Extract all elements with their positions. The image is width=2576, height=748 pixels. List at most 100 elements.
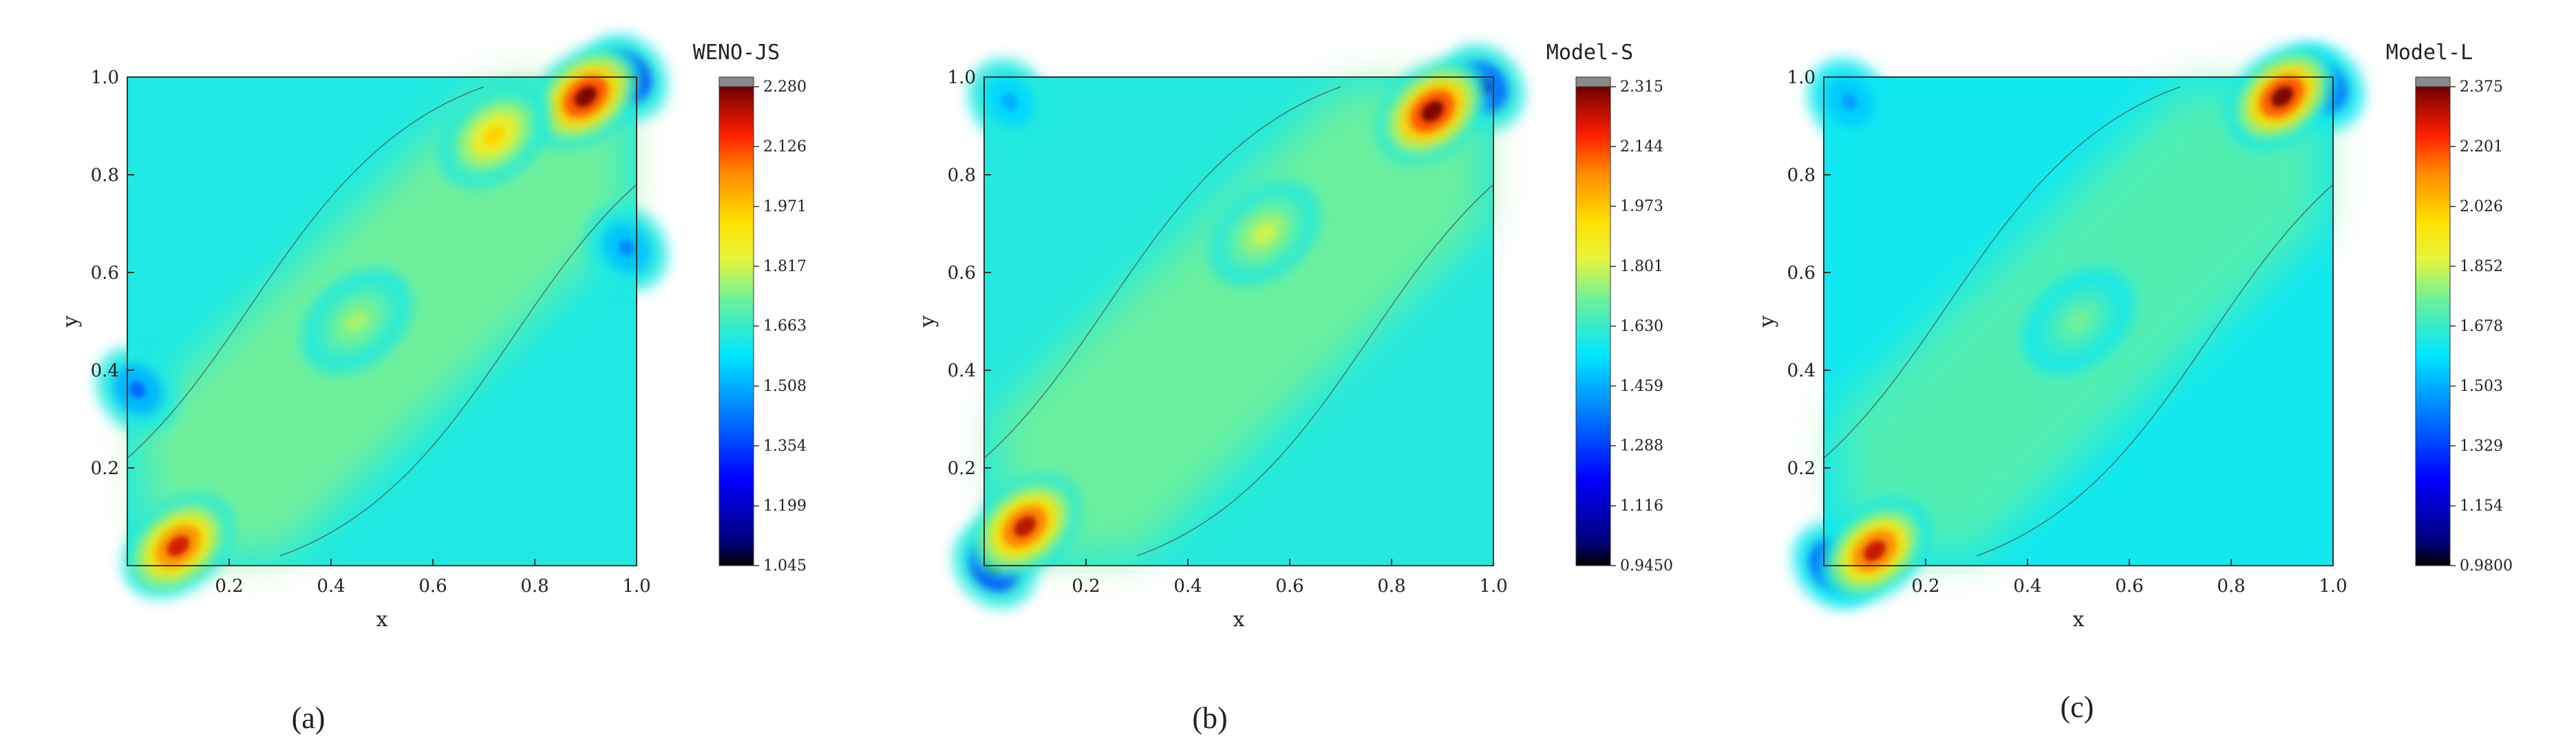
- colorbar-tick-label: 1.116: [1620, 498, 1663, 515]
- colorbar-b: [1575, 86, 1611, 566]
- caption-a: (a): [292, 701, 326, 735]
- field-contour-peak: [1863, 540, 1886, 562]
- field-contour-trough: [618, 239, 635, 257]
- field-contour-trough: [1841, 93, 1858, 110]
- y-tick-label: 0.4: [948, 361, 976, 381]
- colorbar-tick-label: 2.126: [763, 138, 807, 156]
- plot-frame-c: [1823, 76, 2334, 566]
- x-axis-label-a: x: [376, 608, 388, 632]
- contour-line: [127, 86, 485, 459]
- colorbar-tick-label: 1.852: [2460, 258, 2503, 275]
- x-tick-label: 0.2: [1072, 576, 1100, 597]
- colorbar-title-b: Model-S: [1546, 41, 1633, 65]
- colorbar-tick-label: 1.288: [1620, 438, 1663, 455]
- contour-line: [1976, 184, 2334, 557]
- y-tick-label: 0.4: [91, 361, 119, 381]
- colorbar-title-c: Model-L: [2386, 41, 2473, 65]
- x-axis-label-b: x: [1233, 608, 1245, 632]
- x-tick-label: 0.6: [1275, 576, 1303, 597]
- colorbar-tick-label: 1.801: [1620, 258, 1663, 275]
- x-tick-label: 0.4: [1173, 576, 1202, 597]
- x-tick-label: 1.0: [622, 576, 650, 597]
- colorbar-tick-label: 1.817: [763, 258, 807, 275]
- x-tick-label: 0.8: [1377, 576, 1405, 597]
- contour-line: [1136, 184, 1494, 557]
- colorbar-a: [718, 86, 754, 566]
- caption-b: (b): [1192, 701, 1227, 735]
- colorbar-ticks-b: 2.315 2.144 1.973 1.801 1.630 1.459 1.288 1.116…: [1610, 78, 1673, 575]
- x-ticks-c: 0.2 0.4 0.6 0.8 1.0: [1911, 559, 2348, 597]
- colorbar-tick-label: 1.459: [1620, 378, 1663, 395]
- x-tick-label: 0.6: [418, 576, 447, 597]
- y-tick-label: 1.0: [1787, 67, 1816, 88]
- x-tick-label: 0.6: [2115, 576, 2143, 597]
- colorbar-overflow-b: [1575, 76, 1611, 87]
- y-tick-label: 0.2: [91, 458, 119, 479]
- colorbar-c: [2415, 86, 2451, 566]
- colorbar-tick-label: 2.026: [2460, 198, 2503, 215]
- field-contour-peak: [1014, 516, 1036, 537]
- x-tick-label: 0.2: [1911, 576, 1939, 597]
- colorbar-tick-label: 1.508: [763, 378, 807, 395]
- x-tick-label: 0.4: [2013, 576, 2041, 597]
- colorbar-tick-label: 1.973: [1620, 198, 1663, 215]
- field-contour-peak: [1421, 100, 1444, 122]
- caption-c: (c): [2061, 690, 2094, 724]
- colorbar-tick-label: 1.630: [1620, 318, 1663, 335]
- colorbar-tick-label: 0.9450: [1620, 557, 1673, 575]
- panel-a: 0.2 0.4 0.6 0.8 1.0 0.2 0.4 0.6 0.8 1.0 x y WENO…: [58, 34, 807, 735]
- field-contour-peak: [167, 535, 190, 557]
- contour-line: [983, 86, 1341, 459]
- colorbar-tick-label: 2.280: [763, 78, 807, 96]
- field-contour-peak: [2270, 86, 2294, 107]
- y-ticks-a: 0.2 0.4 0.6 0.8 1.0: [91, 67, 134, 479]
- field-contour-peak: [345, 310, 368, 332]
- field-contour-peak: [1253, 223, 1276, 244]
- colorbar-tick-label: 1.045: [763, 557, 807, 575]
- colorbar-tick-label: 2.201: [2460, 138, 2503, 156]
- colorbar-tick-label: 1.199: [763, 498, 807, 515]
- x-ticks-b: 0.2 0.4 0.6 0.8 1.0: [1072, 559, 1508, 597]
- contour-line: [1823, 86, 2181, 459]
- colorbar-tick-label: 1.154: [2460, 498, 2503, 515]
- colorbar-tick-label: 1.354: [763, 438, 807, 455]
- colorbar-ticks-a: 2.280 2.126 1.971 1.817 1.663 1.508 1.354 1.199…: [754, 78, 807, 575]
- field-contour-peak: [574, 86, 597, 107]
- x-axis-label-c: x: [2073, 608, 2085, 632]
- colorbar-overflow-c: [2415, 76, 2451, 87]
- y-tick-label: 0.6: [91, 263, 119, 284]
- y-tick-label: 0.2: [948, 458, 976, 479]
- x-tick-label: 0.4: [317, 576, 345, 597]
- colorbar-tick-label: 2.144: [1620, 138, 1663, 156]
- x-tick-label: 0.8: [520, 576, 549, 597]
- contour-line: [279, 184, 637, 557]
- y-axis-label-c: y: [1755, 315, 1779, 328]
- colorbar-tick-label: 0.9800: [2460, 557, 2513, 575]
- field-contour-trough: [129, 381, 146, 398]
- colorbar-tick-label: 1.503: [2460, 378, 2503, 395]
- colorbar-ticks-c: 2.375 2.201 2.026 1.852 1.678 1.503 1.329 1.154…: [2450, 78, 2513, 575]
- y-tick-label: 0.6: [948, 263, 976, 284]
- y-tick-label: 0.8: [91, 165, 119, 186]
- colorbar-title-a: WENO-JS: [693, 41, 780, 65]
- y-tick-label: 0.6: [1787, 263, 1816, 284]
- colorbar-tick-label: 2.315: [1620, 78, 1663, 96]
- x-tick-label: 0.8: [2217, 576, 2245, 597]
- panel-c: 0.2 0.4 0.6 0.8 1.0 0.2 0.4 0.6 0.8 1.0 x y Mode…: [1755, 41, 2513, 724]
- y-tick-label: 1.0: [948, 67, 976, 88]
- colorbar-tick-label: 1.971: [763, 198, 807, 215]
- field-b: [953, 44, 1524, 608]
- plot-frame-a: [127, 76, 637, 566]
- y-axis-label-b: y: [915, 315, 939, 328]
- field-a: [96, 34, 668, 599]
- plot-frame-b: [983, 76, 1494, 566]
- y-tick-label: 1.0: [91, 67, 119, 88]
- x-ticks-a: 0.2 0.4 0.6 0.8 1.0: [215, 559, 651, 597]
- diagonal-band: [994, 87, 1484, 556]
- y-tick-label: 0.4: [1787, 361, 1816, 381]
- colorbar-tick-label: 1.329: [2460, 438, 2503, 455]
- x-tick-label: 1.0: [2319, 576, 2347, 597]
- y-tick-label: 0.8: [948, 165, 976, 186]
- y-tick-label: 0.8: [1787, 165, 1816, 186]
- colorbar-tick-label: 2.375: [2460, 78, 2503, 96]
